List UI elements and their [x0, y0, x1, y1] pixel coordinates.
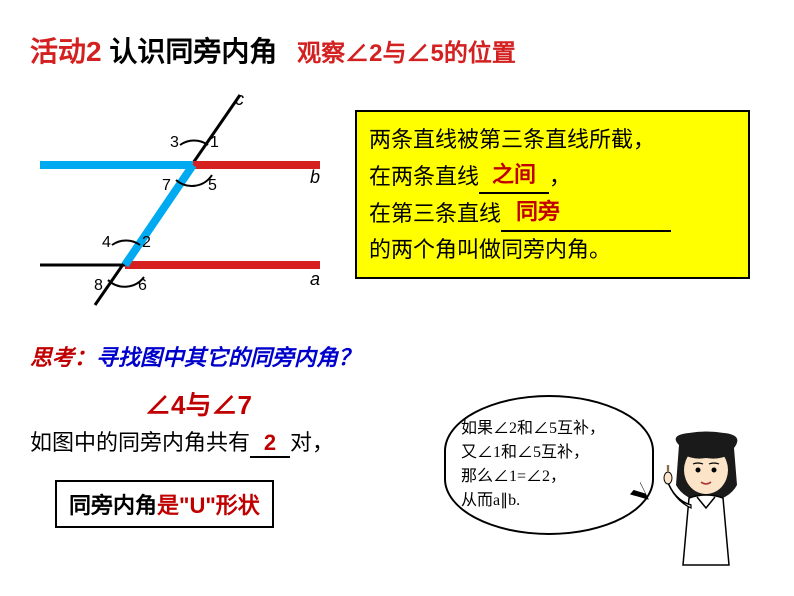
- answer-angles: ∠4与∠7: [145, 385, 252, 422]
- bubble-l2: 又∠1和∠5互补，: [461, 441, 637, 465]
- think-label: 思考：: [30, 345, 96, 370]
- geometry-diagram: c b a 3 1 7 5 4 2 8 6: [30, 85, 330, 325]
- label-a: a: [310, 269, 320, 289]
- u-shape-box: 同旁内角是"U"形状: [55, 480, 274, 528]
- u-shape: 是"U"形状: [157, 493, 260, 518]
- label-6: 6: [138, 277, 147, 294]
- u-label: 同旁内角: [69, 493, 157, 518]
- label-b: b: [310, 167, 320, 187]
- activity-label: 活动2: [30, 36, 102, 67]
- think-text: 寻找图中其它的同旁内角？: [96, 345, 360, 370]
- label-3: 3: [170, 134, 179, 151]
- fill-sameside: 同旁: [501, 194, 671, 231]
- label-4: 4: [102, 234, 111, 251]
- def-line2: 在两条直线之间，: [369, 157, 736, 194]
- bubble-l1: 如果∠2和∠5互补，: [461, 417, 637, 441]
- def-line3: 在第三条直线同旁: [369, 194, 736, 231]
- def-line4: 的两个角叫做同旁内角。: [369, 232, 736, 267]
- def-line1: 两条直线被第三条直线所截，: [369, 122, 736, 157]
- label-2: 2: [142, 234, 151, 251]
- label-7: 7: [162, 177, 171, 194]
- title-main: 认识同旁内角: [109, 36, 277, 67]
- pair-count: 2: [250, 430, 290, 458]
- pair-count-line: 如图中的同旁内角共有2对，: [30, 425, 334, 458]
- definition-box: 两条直线被第三条直线所截， 在两条直线之间， 在第三条直线同旁 的两个角叫做同旁…: [355, 110, 750, 279]
- bubble-l4: 从而a∥b.: [461, 489, 637, 513]
- girl-illustration: [659, 430, 754, 570]
- label-c: c: [235, 89, 244, 109]
- fill-between: 之间: [479, 157, 549, 194]
- speech-bubble: 如果∠2和∠5互补， 又∠1和∠5互补， 那么∠1=∠2， 从而a∥b.: [444, 395, 654, 535]
- label-5: 5: [208, 177, 217, 194]
- bubble-l3: 那么∠1=∠2，: [461, 465, 637, 489]
- title-sub: 观察∠2与∠5的位置: [297, 40, 516, 67]
- slide-title: 活动2 认识同旁内角 观察∠2与∠5的位置: [30, 30, 764, 70]
- speech-bubble-group: 如果∠2和∠5互补， 又∠1和∠5互补， 那么∠1=∠2， 从而a∥b.: [444, 385, 754, 565]
- label-1: 1: [210, 134, 219, 151]
- label-8: 8: [94, 277, 103, 294]
- think-prompt: 思考：寻找图中其它的同旁内角？: [30, 340, 360, 372]
